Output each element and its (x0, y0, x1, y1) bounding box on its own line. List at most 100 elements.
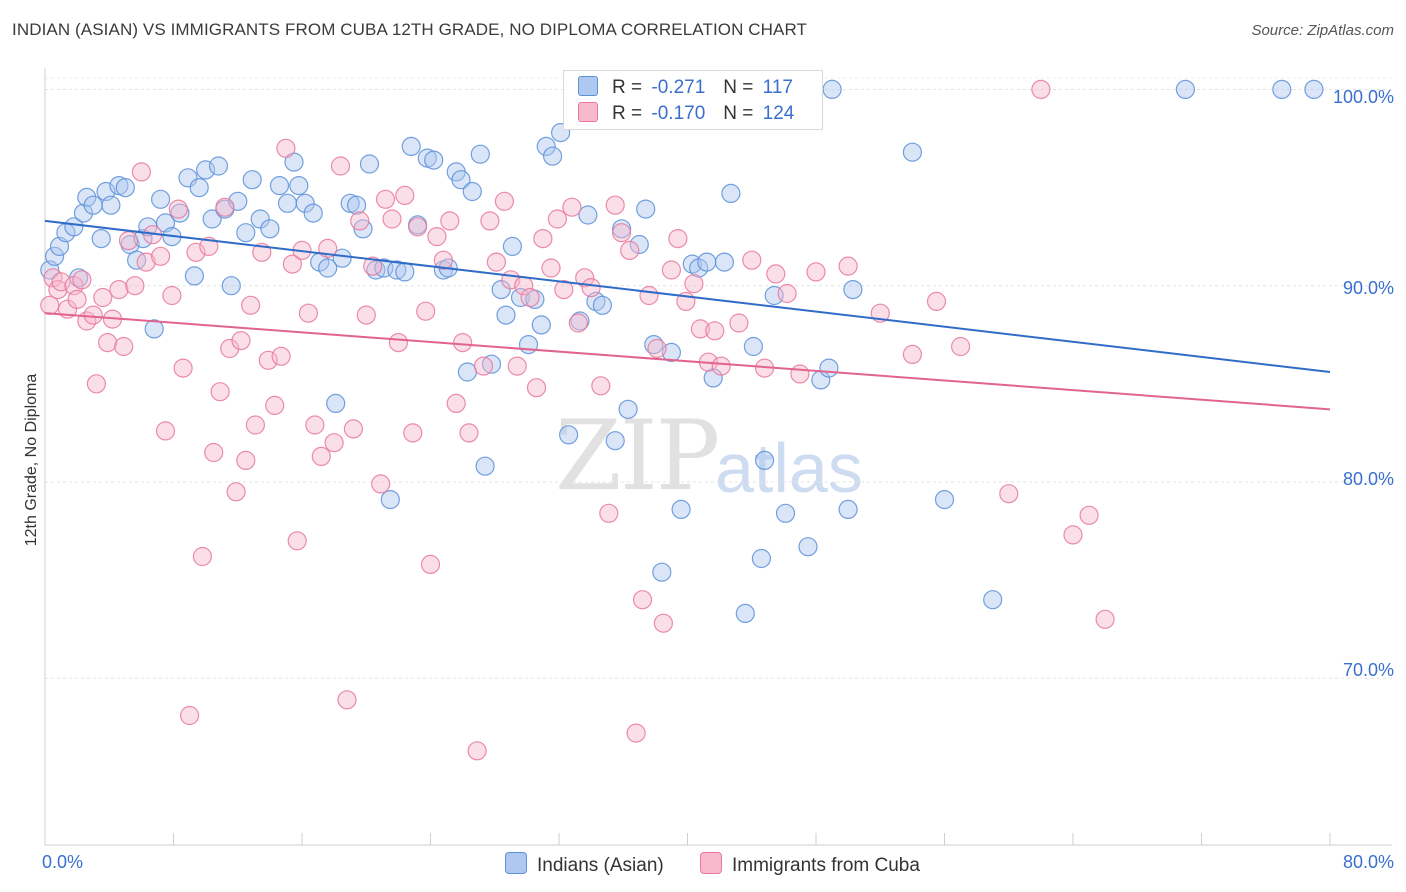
point-indians-asian (843, 280, 863, 300)
point-indians-asian (735, 603, 755, 624)
y-axis-label: 12th Grade, No Diploma (23, 373, 40, 547)
point-immigrants-cuba (653, 613, 674, 633)
point-immigrants-cuba (416, 301, 436, 321)
point-immigrants-cuba (199, 236, 219, 256)
point-immigrants-cuba (276, 138, 296, 158)
point-immigrants-cuba (330, 156, 351, 176)
point-immigrants-cuba (136, 252, 156, 272)
point-immigrants-cuba (375, 189, 396, 209)
point-indians-asian (236, 223, 256, 243)
point-immigrants-cuba (168, 199, 188, 219)
point-indians-asian (318, 258, 338, 278)
point-indians-asian (77, 187, 97, 207)
point-indians-asian (714, 252, 735, 272)
stats-legend: R = -0.271 N = 117 R = -0.170 N = 124 (563, 70, 823, 130)
point-indians-asian (347, 195, 367, 215)
point-immigrants-cuba (408, 217, 428, 237)
point-indians-asian (481, 354, 502, 374)
point-immigrants-cuba (766, 264, 786, 284)
point-indians-asian (269, 176, 290, 196)
point-indians-asian (475, 456, 495, 476)
point-immigrants-cuba (626, 723, 646, 743)
point-indians-asian (934, 490, 955, 510)
point-indians-asian (91, 229, 111, 249)
point-indians-asian (457, 362, 477, 382)
point-immigrants-cuba (473, 356, 494, 376)
legend-swatch-blue (505, 852, 527, 874)
r-value: -0.170 (651, 103, 706, 124)
point-immigrants-cuba (265, 395, 285, 415)
point-indians-asian (605, 431, 625, 451)
point-indians-asian (242, 170, 262, 190)
point-indians-asian (101, 195, 121, 215)
series-indians-asian (40, 79, 1324, 624)
point-indians-asian (115, 178, 135, 198)
point-immigrants-cuba (711, 356, 731, 376)
point-immigrants-cuba (311, 446, 331, 466)
point-indians-asian (502, 236, 523, 256)
point-immigrants-cuba (97, 333, 118, 353)
point-indians-asian (743, 336, 764, 357)
point-indians-asian (798, 537, 818, 557)
point-immigrants-cuba (1031, 79, 1051, 100)
point-immigrants-cuba (520, 287, 540, 308)
trendline-indians-asian (44, 219, 1331, 374)
point-indians-asian (144, 319, 164, 339)
stats-row-indians: R = -0.271 N = 117 (578, 76, 793, 100)
point-immigrants-cuba (562, 197, 582, 217)
point-indians-asian (819, 358, 839, 378)
point-indians-asian (462, 181, 482, 202)
point-immigrants-cuba (459, 423, 479, 443)
point-immigrants-cuba (118, 231, 139, 251)
point-immigrants-cuba (83, 305, 103, 325)
point-indians-asian (592, 295, 613, 315)
y-tick-label: 80.0% (1342, 469, 1394, 489)
n-value: 117 (762, 77, 793, 98)
point-indians-asian (536, 136, 556, 156)
point-immigrants-cuba (902, 344, 923, 364)
point-immigrants-cuba (173, 358, 193, 378)
point-immigrants-cuba (554, 280, 574, 300)
point-indians-asian (491, 280, 511, 300)
point-immigrants-cuba (337, 690, 357, 710)
point-immigrants-cuba (125, 276, 145, 296)
point-immigrants-cuba (245, 415, 265, 435)
point-indians-asian (260, 219, 280, 239)
point-immigrants-cuba (611, 223, 632, 243)
legend-swatch-pink (578, 102, 598, 122)
y-tick-label: 90.0% (1342, 278, 1394, 298)
point-indians-asian (636, 199, 656, 219)
point-immigrants-cuba (72, 270, 92, 290)
point-immigrants-cuba (204, 442, 224, 463)
point-indians-asian (395, 262, 415, 282)
point-indians-asian (578, 205, 598, 225)
point-immigrants-cuba (324, 433, 344, 453)
point-indians-asian (754, 450, 775, 470)
point-indians-asian (44, 246, 65, 266)
point-immigrants-cuba (114, 336, 134, 357)
point-indians-asian (558, 425, 579, 445)
point-indians-asian (295, 193, 315, 213)
point-indians-asian (127, 250, 147, 270)
point-immigrants-cuba (403, 423, 423, 443)
point-immigrants-cuba (241, 295, 261, 315)
legend-item-cuba[interactable]: Immigrants from Cuba (700, 852, 920, 877)
point-immigrants-cuba (668, 229, 688, 249)
point-immigrants-cuba (639, 285, 659, 306)
point-indians-asian (838, 499, 858, 519)
point-immigrants-cuba (467, 741, 487, 761)
legend-item-indians[interactable]: Indians (Asian) (505, 852, 664, 877)
point-indians-asian (902, 142, 923, 162)
n-value: 124 (762, 103, 795, 124)
axes (44, 68, 1392, 846)
stats-row-cuba: R = -0.170 N = 124 (578, 102, 794, 126)
point-indians-asian (496, 305, 516, 325)
point-immigrants-cuba (647, 338, 667, 359)
watermark-atlas: atlas (715, 429, 863, 507)
legend-swatch-blue (578, 76, 598, 96)
point-immigrants-cuba (226, 482, 246, 502)
point-immigrants-cuba (51, 272, 71, 292)
point-indians-asian (518, 335, 539, 355)
point-immigrants-cuba (705, 321, 725, 341)
point-immigrants-cuba (258, 350, 278, 370)
